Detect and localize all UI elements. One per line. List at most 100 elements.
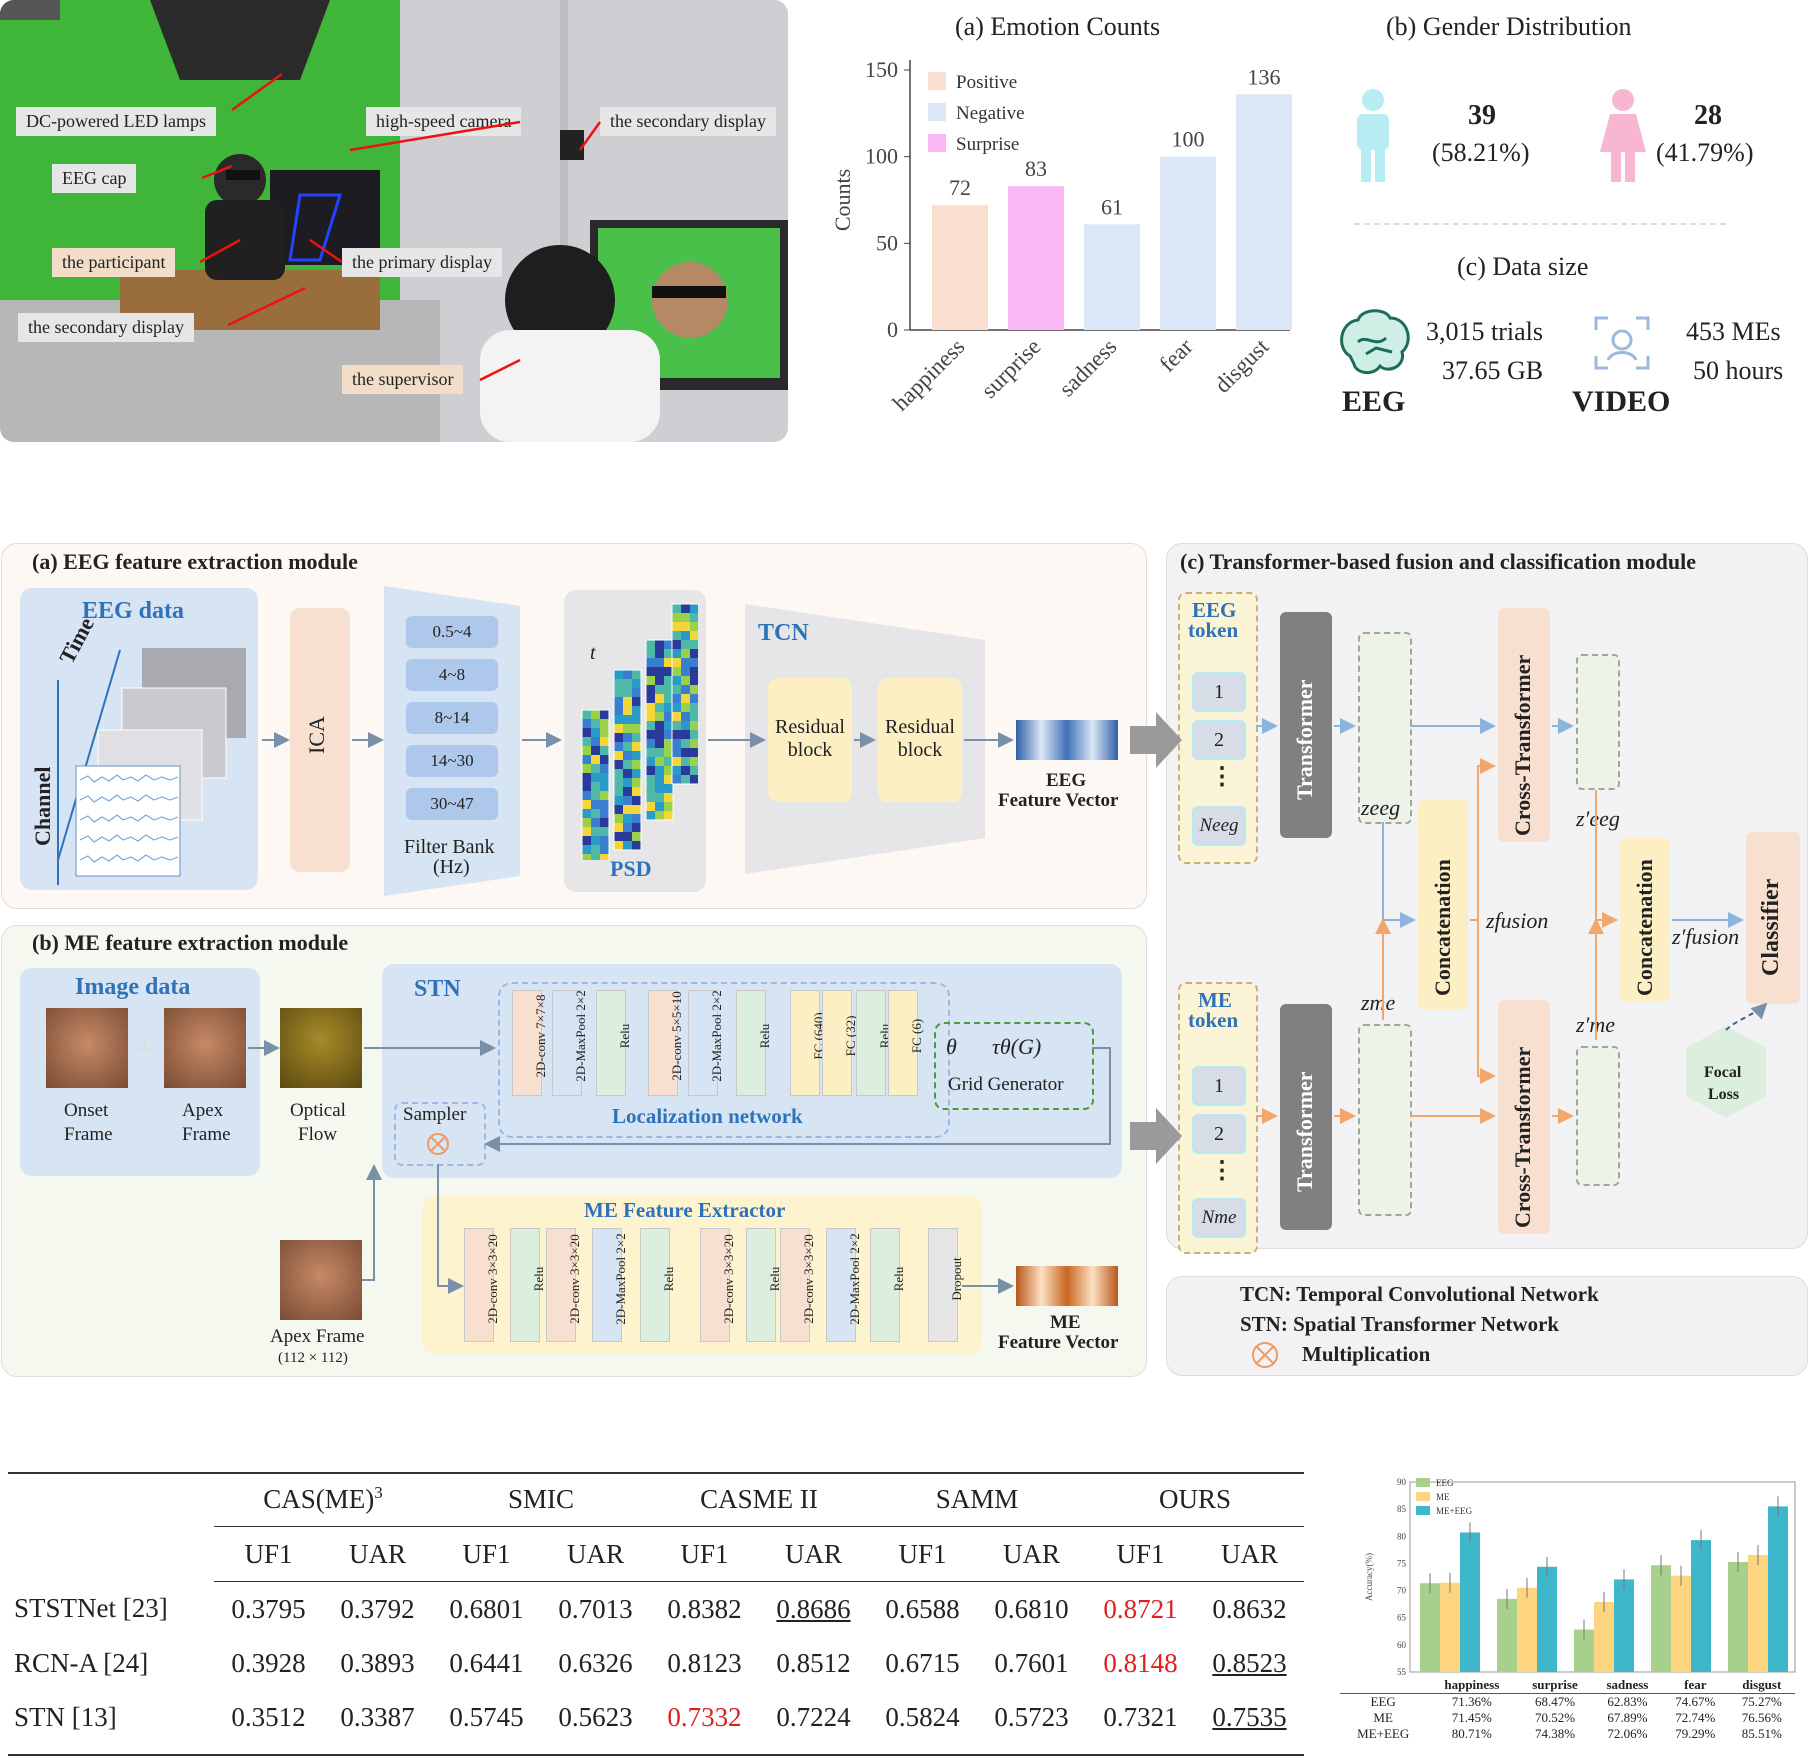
acc-y-tick-label: 70 [1397, 1586, 1407, 1596]
acc-bar [1691, 1540, 1711, 1672]
localization-layer: FC (32) [822, 990, 858, 1096]
emotion-bar [1160, 156, 1216, 330]
me-extractor-layer: 2D-conv 3×3×20 [700, 1228, 736, 1342]
residual-block-1-label: Residual [775, 716, 845, 738]
z-fusion-prime-label: z′fusion [1672, 924, 1740, 949]
me-token-2: 2 [1192, 1114, 1246, 1154]
acc-table-series: ME [1373, 1710, 1393, 1725]
apex-frame-size: (112 × 112) [278, 1350, 348, 1366]
me-transformer-block [1280, 1004, 1332, 1230]
acc-table-series: EEG [1370, 1694, 1396, 1709]
table-cell: 0.8523 [1212, 1647, 1287, 1678]
legend-tcn: TCN: Temporal Convolutional Network [1240, 1282, 1599, 1306]
table-dataset-header: SMIC [432, 1472, 650, 1527]
localization-layer: 2D-MaxPool 2×2 [552, 990, 588, 1096]
me-feature-vector-label-2: Feature Vector [998, 1332, 1119, 1353]
me-extractor-layer: Relu [870, 1228, 906, 1342]
localization-layer-label: Relu [617, 1023, 632, 1049]
localization-layer-label: 2D-MaxPool 2×2 [573, 990, 588, 1082]
legend-stn: STN: Spatial Transformer Network [1240, 1312, 1560, 1336]
table-row-method: STSTNet [23] [14, 1593, 168, 1624]
table-cell: 0.8382 [667, 1593, 742, 1624]
me-module-title: (b) ME feature extraction module [32, 930, 349, 955]
z-fusion-label: zfusion [1486, 908, 1549, 933]
table-cell: 0.6810 [994, 1593, 1069, 1624]
localization-layer-label: Relu [757, 1023, 772, 1049]
photo-pointer-arrows [199, 72, 602, 382]
table-row: RCN-A [24] 0.3928 0.3893 0.6441 0.6326 0.8123… [8, 1636, 1304, 1690]
table-cell: 0.8686 [776, 1593, 851, 1624]
acc-table-cell: 68.47% [1534, 1694, 1576, 1709]
apex-frame-image [164, 1008, 246, 1088]
table-cell: 0.3928 [231, 1647, 306, 1678]
table-metric-header: UF1 [214, 1526, 323, 1582]
me-extractor-layer-label: 2D-conv 3×3×20 [567, 1234, 582, 1324]
apex-label-1: Apex [182, 1100, 224, 1121]
eeg-token-1: 1 [1192, 672, 1246, 712]
me-extractor-layer: 2D-MaxPool 2×2 [592, 1228, 628, 1342]
emotion-chart-title: (a) Emotion Counts [955, 12, 1161, 41]
photo-label-eeg-cap: EEG cap [52, 164, 137, 193]
emotion-bar [1008, 186, 1064, 330]
me-extractor-layer: Relu [510, 1228, 546, 1342]
me-extractor-layer-label: 2D-MaxPool 2×2 [613, 1233, 628, 1325]
emotion-bar-value: 61 [1101, 194, 1123, 219]
table-dataset-header: SAMM [868, 1472, 1086, 1527]
localization-network-label: Localization network [612, 1104, 803, 1128]
acc-bar [1537, 1566, 1557, 1672]
gender-divider [1354, 223, 1726, 225]
grid-generator-label: Grid Generator [948, 1074, 1064, 1095]
acc-table-cell: 80.71% [1451, 1726, 1492, 1741]
table-cell: 0.6801 [449, 1593, 524, 1624]
table-cell: 0.8632 [1212, 1593, 1287, 1624]
photo-label-participant: the participant [52, 248, 176, 277]
filter-band: 8~14 [406, 702, 498, 734]
me-extractor-layer-label: Relu [661, 1266, 676, 1292]
multiply-icon [427, 1133, 449, 1155]
me-extractor-layer: 2D-MaxPool 2×2 [826, 1228, 862, 1342]
emotion-bar-value: 136 [1248, 64, 1281, 89]
video-mes: 453 MEs [1686, 317, 1781, 346]
localization-layer-label: 2D-conv 7×7×8 [533, 994, 548, 1078]
table-row-method: STN [13] [14, 1701, 117, 1732]
me-extractor-layer-label: 2D-conv 3×3×20 [801, 1234, 816, 1324]
table-cell: 0.3792 [340, 1593, 415, 1624]
optical-flow-label-2: Flow [298, 1124, 338, 1145]
acc-bar [1651, 1565, 1671, 1672]
lab-setup-photo: DC-powered LED lamps high-speed camera t… [0, 0, 788, 442]
photo-label-camera: high-speed camera [366, 107, 522, 136]
table-header-datasets: CAS(ME)3 SMIC CASME II SAMM OURS [8, 1472, 1304, 1527]
z-eeg-label: zeeg [1361, 795, 1401, 820]
acc-table-cell: 85.51% [1741, 1726, 1782, 1741]
acc-table-cell: 79.29% [1675, 1726, 1716, 1741]
fusion-module-panel [1166, 543, 1808, 1249]
acc-y-tick-label: 85 [1397, 1504, 1407, 1514]
acc-table-category: surprise [1532, 1677, 1578, 1692]
acc-bar [1420, 1583, 1440, 1672]
table-row: STSTNet [23] 0.3795 0.3792 0.6801 0.7013 0.83… [8, 1582, 1304, 1637]
emotion-y-tick-label: 0 [887, 317, 898, 342]
table-cell: 0.6326 [558, 1647, 633, 1678]
tcn-label: TCN [758, 620, 809, 646]
optical-flow-label-1: Optical [290, 1100, 346, 1121]
emotion-bar [1084, 224, 1140, 330]
accuracy-chart: 55 60 65 70 75 80 85 90 Accuracy(%) EEG ME ME+EEG [1364, 1477, 1796, 1677]
table-corner [8, 1472, 214, 1527]
classifier-label: Classifier [1758, 878, 1784, 976]
photo-label-secondary-display-bottom: the secondary display [18, 313, 194, 342]
acc-bar [1728, 1561, 1748, 1672]
plus-icon: + [134, 1029, 155, 1069]
acc-table-series: ME+EEG [1357, 1726, 1410, 1741]
emotion-bar-value: 72 [949, 175, 971, 200]
emotion-legend-swatch [928, 103, 946, 121]
residual-block-2: Residual block [878, 678, 962, 802]
eeg-token-label-1: EEG [1192, 598, 1237, 622]
me-extractor-layer-label: 2D-MaxPool 2×2 [847, 1233, 862, 1325]
acc-table-cell: 76.56% [1741, 1710, 1782, 1725]
eeg-token-2: 2 [1192, 720, 1246, 760]
eeg-feature-vector [1016, 720, 1118, 760]
apex-label-2: Frame [182, 1124, 231, 1145]
acc-bar [1517, 1587, 1537, 1672]
optical-flow-image [280, 1008, 362, 1088]
emotion-y-axis-label: Counts [830, 169, 855, 231]
